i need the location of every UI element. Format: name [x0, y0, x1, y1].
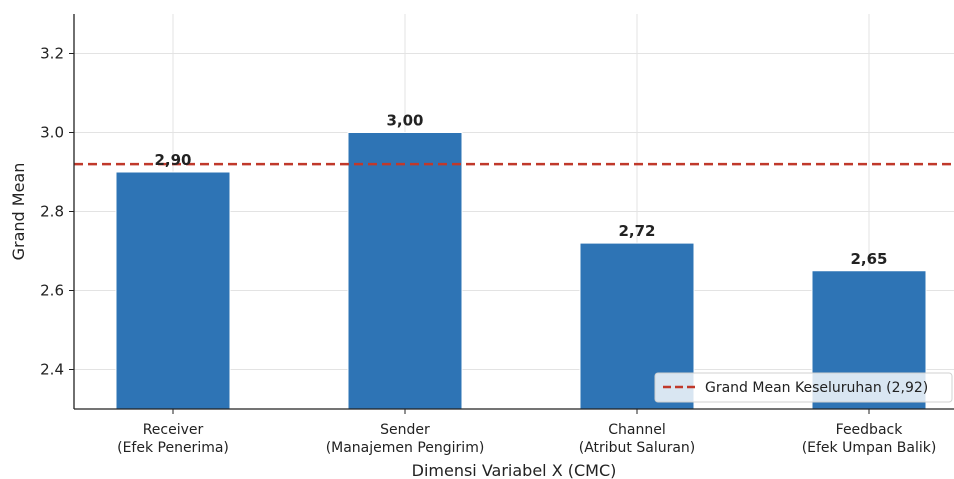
- bar: [115, 171, 231, 410]
- y-tick-label: 2.6: [40, 282, 64, 300]
- x-tick-label: Sender: [380, 422, 430, 438]
- y-tick-label: 3.2: [40, 45, 64, 63]
- data-label: 3,00: [386, 112, 423, 130]
- axes: [69, 14, 954, 414]
- bars: [115, 132, 927, 410]
- legend-box: [654, 372, 953, 403]
- data-label: 2,72: [618, 222, 655, 240]
- y-tick-label: 2.8: [40, 203, 64, 221]
- legend: Grand Mean Keseluruhan (2,92): [654, 372, 953, 403]
- data-labels: 2,90 3,00 2,72 2,65: [154, 112, 887, 268]
- data-label: 2,65: [850, 250, 887, 268]
- y-tick-label: 3.0: [40, 124, 64, 142]
- y-axis-title: Grand Mean: [9, 163, 28, 261]
- x-tick-label: (Manajemen Pengirim): [326, 440, 485, 456]
- x-tick-label: Feedback: [836, 422, 904, 438]
- bar: [347, 132, 463, 410]
- y-tick-label: 2.4: [40, 361, 64, 379]
- tick-labels: 2.4 2.6 2.8 3.0 3.2 Receiver (Efek Penerima) Se…: [40, 45, 936, 457]
- x-tick-label: Receiver: [143, 422, 204, 438]
- legend-label: Grand Mean Keseluruhan (2,92): [705, 380, 928, 396]
- x-tick-label: (Efek Penerima): [117, 440, 229, 456]
- x-tick-label: (Efek Umpan Balik): [802, 440, 937, 456]
- data-label: 2,90: [154, 151, 191, 169]
- x-tick-label: Channel: [608, 422, 665, 438]
- x-axis-title: Dimensi Variabel X (CMC): [412, 461, 617, 479]
- x-tick-label: (Atribut Saluran): [579, 440, 696, 456]
